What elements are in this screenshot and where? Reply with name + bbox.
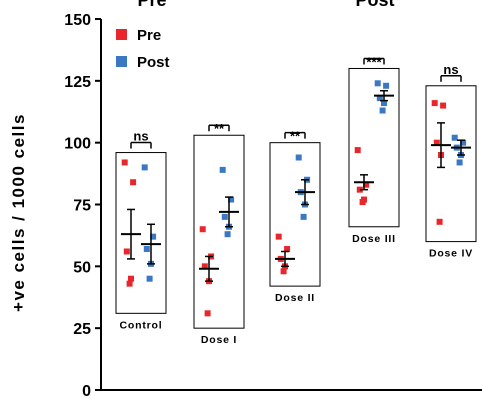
y-axis-label: +ve cells / 1000 cells: [9, 113, 28, 312]
pre-point: [433, 139, 440, 146]
pre-point: [204, 310, 211, 317]
y-tick-label: 75: [73, 198, 91, 215]
significance-label: ***: [366, 54, 382, 69]
group-box: [348, 67, 400, 228]
y-tick-label: 100: [64, 136, 91, 153]
group-box: [193, 134, 245, 329]
post-point: [376, 95, 383, 102]
pre-point: [431, 100, 438, 107]
pre-point: [201, 263, 208, 270]
pre-point: [363, 181, 370, 188]
y-axis: 0 25 50 75 100 125 150: [64, 12, 482, 399]
post-point: [224, 231, 231, 238]
significance-label: **: [290, 129, 301, 144]
pre-point: [356, 186, 363, 193]
legend-label: Post: [137, 54, 170, 71]
post-point: [219, 166, 226, 173]
top-text-left: Pre: [137, 0, 166, 10]
y-tick-label: 0: [82, 383, 91, 399]
group-box: [115, 152, 167, 314]
pre-point: [436, 218, 443, 225]
post-point: [460, 139, 467, 146]
y-tick-label: 25: [73, 321, 91, 338]
pre-point: [359, 199, 366, 206]
group-box: [425, 85, 477, 243]
pre-point: [121, 159, 128, 166]
pre-point: [123, 248, 130, 255]
pre-point: [284, 246, 291, 253]
post-point: [381, 100, 387, 107]
pre-point: [128, 275, 134, 282]
post-point: [221, 213, 228, 220]
significance-label: ns: [443, 62, 458, 77]
pre-point: [130, 179, 137, 186]
legend-swatch-post: [116, 56, 127, 67]
post-point: [228, 196, 235, 203]
significance-label: ns: [133, 129, 148, 144]
group-label: Dose II: [275, 292, 315, 304]
pre-point: [199, 226, 206, 233]
group-control: Control ns: [115, 129, 167, 331]
pre-point: [440, 102, 447, 109]
post-point: [383, 82, 390, 89]
post-point: [300, 213, 307, 220]
group-dose-ii: Dose II **: [269, 129, 321, 304]
legend-label: Pre: [137, 27, 161, 44]
top-cut-text: Pre Post: [137, 0, 394, 10]
group-box: [269, 142, 321, 287]
group-label: Dose III: [352, 233, 396, 245]
group-label: Control: [120, 319, 163, 331]
y-tick-label: 150: [64, 12, 91, 29]
legend: Pre Post: [116, 27, 170, 71]
top-text-right: Post: [355, 0, 394, 10]
y-tick-label: 50: [73, 259, 91, 276]
y-tick-label: 125: [64, 74, 91, 91]
post-point: [141, 164, 148, 171]
post-point: [456, 159, 463, 166]
significance-label: **: [214, 121, 225, 136]
group-dose-iii: Dose III ***: [348, 54, 400, 245]
group-dose-iv: Dose IV ns: [425, 62, 477, 260]
legend-swatch-pre: [116, 29, 127, 40]
pre-point: [280, 268, 287, 275]
pre-point: [354, 147, 361, 154]
post-point: [146, 275, 153, 282]
group-dose-i: Dose I **: [193, 121, 245, 346]
pre-point: [126, 280, 133, 287]
post-point: [379, 107, 386, 114]
post-point: [150, 233, 157, 240]
post-point: [451, 134, 458, 141]
group-label: Dose I: [201, 334, 237, 346]
group-label: Dose IV: [429, 248, 473, 260]
post-point: [143, 246, 150, 253]
post-point: [374, 80, 381, 87]
post-point: [295, 154, 302, 161]
pre-point: [275, 233, 282, 240]
